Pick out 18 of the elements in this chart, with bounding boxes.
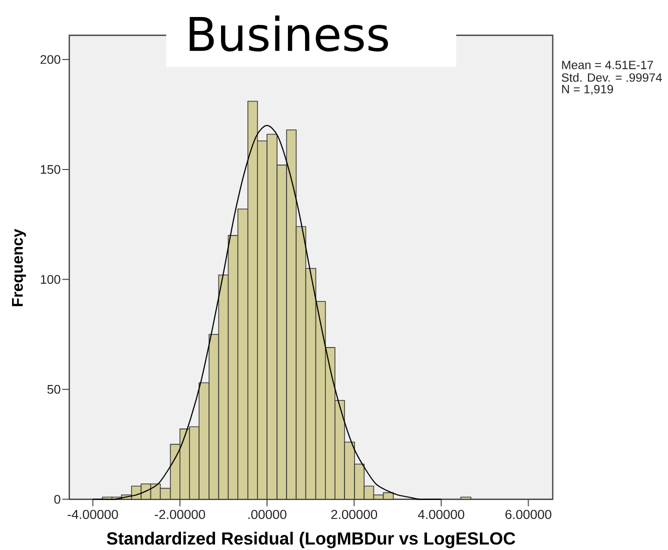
x-tick-label: 4.00000 — [418, 510, 464, 520]
y-axis-title: Frequency — [12, 228, 26, 306]
text: Std. Dev. = .99974 — [562, 73, 662, 82]
text: Mean = 4.51E-17 — [562, 60, 653, 70]
line-series — [92, 124, 442, 500]
y-tick-label: 0 — [54, 494, 60, 504]
x-tick-label: -2.00000 — [154, 510, 206, 520]
y-tick-label: 200 — [40, 55, 60, 64]
text: N = 1,919 — [562, 84, 613, 95]
x-tick-label: 2.00000 — [331, 510, 378, 520]
x-tick-label: -4.00000 — [68, 510, 118, 520]
x-tick-label: .00000 — [248, 510, 286, 520]
y-tick-label: 100 — [40, 274, 60, 284]
y-tick-label: 150 — [40, 165, 60, 174]
x-axis-title: Standardized Residual (LogMBDur vs LogESLOC — [106, 532, 516, 548]
x-tick-label: 6.00000 — [505, 510, 552, 520]
chart-title: Business — [190, 16, 388, 52]
y-tick-label: 50 — [47, 384, 60, 394]
